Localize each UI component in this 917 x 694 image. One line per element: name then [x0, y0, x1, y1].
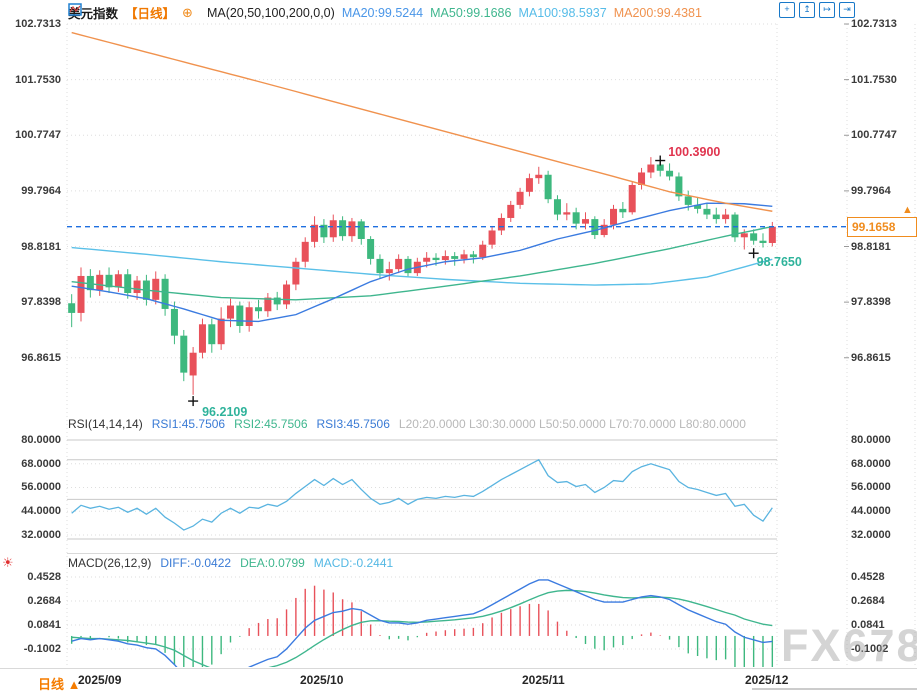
pan-right-icon[interactable]: ⇥: [839, 2, 855, 18]
axis-label: 0.4528: [27, 571, 61, 583]
axis-label: 0.0841: [851, 618, 885, 631]
rsi3-value: RSI3:45.7506: [316, 417, 390, 431]
x-axis-label: 2025/11: [522, 673, 565, 687]
axis-label: 56.0000: [21, 481, 61, 494]
main-chart-header: 美元指数 【日线】 ⊕ MA(20,50,100,200,0,0) MA20:9…: [68, 3, 702, 22]
period-selector-label: 日线: [38, 677, 65, 692]
dea-value: DEA:0.0799: [240, 556, 305, 570]
macd-value: MACD:-0.2441: [313, 556, 394, 570]
macd-header: MACD(26,12,9) DIFF:-0.0422 DEA:0.0799 MA…: [68, 556, 393, 570]
axis-label: 96.8615: [21, 351, 61, 364]
ma20-value: MA20:99.5244: [341, 5, 424, 20]
period-selector[interactable]: 日线 ▲: [38, 674, 81, 693]
axis-label: 102.7313: [851, 18, 897, 30]
crosshair-icon[interactable]: +: [779, 2, 795, 18]
axis-label: 0.2684: [851, 595, 885, 607]
zoom-x-axis-icon[interactable]: ↦: [819, 2, 835, 18]
axis-label: 99.7964: [21, 184, 61, 197]
axis-label: 32.0000: [851, 528, 891, 541]
rsi-header: RSI(14,14,14) RSI1:45.7506 RSI2:45.7506 …: [68, 417, 746, 431]
axis-label: 98.8181: [851, 240, 891, 253]
price-alert-arrow: ▲: [902, 203, 913, 216]
axis-label: 44.0000: [21, 505, 61, 518]
axis-label: 100.7747: [15, 129, 61, 142]
axis-label: 100.7747: [851, 129, 897, 142]
current-price-tag: 99.1658: [847, 216, 917, 237]
axis-label: 99.7964: [851, 184, 891, 197]
ma100-value: MA100:98.5937: [518, 5, 607, 20]
axis-label: 102.7313: [15, 18, 61, 30]
axis-label: 32.0000: [21, 528, 61, 541]
axis-label: 56.0000: [851, 481, 891, 494]
axis-label: 0.4528: [851, 571, 885, 583]
period-label: 【日线】: [125, 7, 176, 21]
footer-separator: [0, 668, 917, 669]
high-price-annotation: 100.3900: [668, 144, 721, 159]
axis-label: 101.7530: [851, 73, 897, 86]
x-axis-label: 2025/10: [300, 673, 344, 687]
rsi-settings-label: RSI(14,14,14): [68, 417, 143, 431]
macd-settings-label: MACD(26,12,9): [68, 556, 152, 570]
watermark: FX678: [781, 620, 917, 671]
horizontal-scrollbar[interactable]: [752, 688, 917, 690]
axis-label: 68.0000: [21, 457, 61, 470]
pullback-low-annotation: 98.7650: [756, 255, 802, 270]
axis-label: 0.0841: [27, 618, 61, 631]
axis-label: 68.0000: [851, 457, 891, 470]
chart-toolbar: + ↥ ↦ ⇥: [779, 2, 855, 18]
ma50-value: MA50:99.1686: [430, 5, 512, 20]
axis-label: 97.8398: [21, 296, 61, 309]
rsi1-value: RSI1:45.7506: [151, 417, 226, 431]
diff-value: DIFF:-0.0422: [160, 556, 232, 570]
period-selector-arrow: ▲: [67, 677, 81, 692]
axis-label: 101.7530: [15, 73, 61, 86]
axis-label: -0.1002: [23, 642, 61, 655]
ma-settings-label: MA(20,50,100,200,0,0): [206, 5, 335, 20]
settings-sun-icon[interactable]: ☀: [2, 555, 14, 570]
zoom-y-axis-icon[interactable]: ↥: [799, 2, 815, 18]
x-axis-label: 2025/09: [78, 673, 122, 687]
axis-label: 97.8398: [851, 296, 891, 309]
ma200-value: MA200:99.4381: [613, 5, 702, 20]
x-axis-label: 2025/12: [745, 673, 789, 687]
axis-label: -0.1002: [851, 642, 889, 655]
rsi-level-labels: L20:20.0000 L30:30.0000 L50:50.0000 L70:…: [398, 417, 746, 431]
add-indicator-icon[interactable]: ⊕: [182, 4, 193, 20]
rsi2-value: RSI2:45.7506: [234, 417, 308, 431]
axis-label: 96.8615: [851, 351, 891, 364]
panel-separator: [67, 553, 777, 554]
axis-label: 44.0000: [851, 505, 891, 518]
axis-label: 80.0000: [851, 434, 891, 446]
axis-label: 98.8181: [21, 240, 61, 253]
axis-label: 80.0000: [21, 434, 61, 446]
low-price-annotation: 96.2109: [202, 405, 248, 420]
axis-label: 0.2684: [27, 595, 61, 607]
mini-chart-icon: [68, 3, 82, 16]
